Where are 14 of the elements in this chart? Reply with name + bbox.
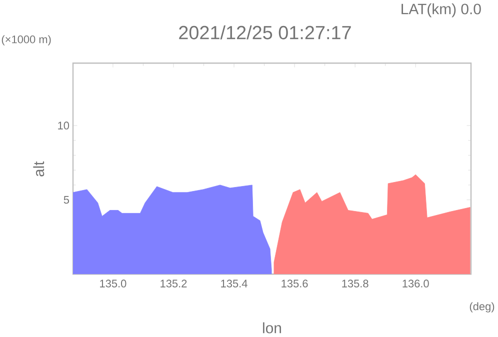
x-tick-label: 136.0	[402, 280, 429, 288]
chart-title: 2021/12/25 01:27:17	[179, 25, 351, 40]
y-tick-label: 5	[64, 196, 70, 204]
x-axis-title: lon	[263, 322, 281, 334]
x-tick-label: 135.6	[282, 280, 308, 288]
x-tick-label: 135.0	[100, 280, 126, 288]
text: (deg)	[470, 302, 494, 312]
text: (×1000 m)	[2, 35, 51, 46]
x-tick-label: 135.2	[160, 280, 187, 288]
x-tick-label: 135.8	[342, 280, 368, 288]
chart-subtitle: LAT(km) 0.0	[402, 3, 481, 18]
y-axis-title: alt	[33, 161, 44, 176]
x-tick-label: 135.4	[221, 280, 248, 288]
y-tick-label: 10	[58, 122, 70, 130]
